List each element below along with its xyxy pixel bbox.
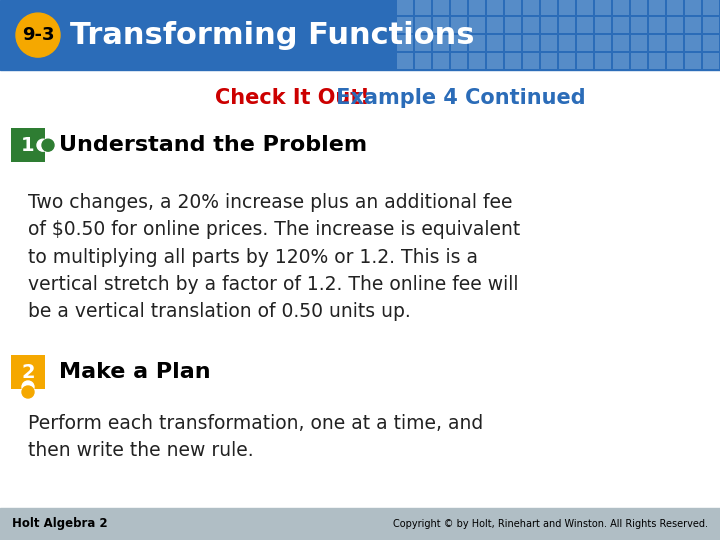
FancyBboxPatch shape bbox=[415, 0, 431, 15]
FancyBboxPatch shape bbox=[487, 53, 503, 69]
Circle shape bbox=[22, 381, 34, 393]
Text: Transforming Functions: Transforming Functions bbox=[70, 21, 474, 50]
FancyBboxPatch shape bbox=[613, 0, 629, 15]
FancyBboxPatch shape bbox=[469, 17, 485, 33]
FancyBboxPatch shape bbox=[703, 53, 719, 69]
FancyBboxPatch shape bbox=[595, 0, 611, 15]
FancyBboxPatch shape bbox=[595, 35, 611, 51]
FancyBboxPatch shape bbox=[433, 35, 449, 51]
FancyBboxPatch shape bbox=[451, 17, 467, 33]
FancyBboxPatch shape bbox=[505, 17, 521, 33]
FancyBboxPatch shape bbox=[523, 17, 539, 33]
FancyBboxPatch shape bbox=[703, 0, 719, 15]
FancyBboxPatch shape bbox=[559, 0, 575, 15]
Circle shape bbox=[37, 139, 49, 151]
FancyBboxPatch shape bbox=[505, 35, 521, 51]
Circle shape bbox=[42, 139, 54, 151]
FancyBboxPatch shape bbox=[667, 35, 683, 51]
FancyBboxPatch shape bbox=[703, 17, 719, 33]
Circle shape bbox=[22, 386, 34, 398]
FancyBboxPatch shape bbox=[415, 53, 431, 69]
FancyBboxPatch shape bbox=[433, 0, 449, 15]
FancyBboxPatch shape bbox=[559, 35, 575, 51]
FancyBboxPatch shape bbox=[685, 0, 701, 15]
Bar bbox=[0, 508, 720, 540]
FancyBboxPatch shape bbox=[415, 17, 431, 33]
FancyBboxPatch shape bbox=[541, 0, 557, 15]
FancyBboxPatch shape bbox=[703, 35, 719, 51]
FancyBboxPatch shape bbox=[469, 53, 485, 69]
Text: Two changes, a 20% increase plus an additional fee
of $0.50 for online prices. T: Two changes, a 20% increase plus an addi… bbox=[28, 193, 521, 321]
FancyBboxPatch shape bbox=[649, 17, 665, 33]
FancyBboxPatch shape bbox=[433, 17, 449, 33]
FancyBboxPatch shape bbox=[541, 53, 557, 69]
FancyBboxPatch shape bbox=[397, 35, 413, 51]
FancyBboxPatch shape bbox=[487, 35, 503, 51]
FancyBboxPatch shape bbox=[649, 35, 665, 51]
FancyBboxPatch shape bbox=[559, 17, 575, 33]
FancyBboxPatch shape bbox=[649, 0, 665, 15]
Circle shape bbox=[16, 13, 60, 57]
FancyBboxPatch shape bbox=[685, 17, 701, 33]
FancyBboxPatch shape bbox=[595, 17, 611, 33]
FancyBboxPatch shape bbox=[505, 0, 521, 15]
FancyBboxPatch shape bbox=[523, 35, 539, 51]
FancyBboxPatch shape bbox=[667, 0, 683, 15]
FancyBboxPatch shape bbox=[397, 0, 413, 15]
FancyBboxPatch shape bbox=[523, 53, 539, 69]
Text: Copyright © by Holt, Rinehart and Winston. All Rights Reserved.: Copyright © by Holt, Rinehart and Winsto… bbox=[393, 519, 708, 529]
FancyBboxPatch shape bbox=[451, 0, 467, 15]
FancyBboxPatch shape bbox=[577, 35, 593, 51]
Text: Check It Out!: Check It Out! bbox=[215, 88, 369, 108]
FancyBboxPatch shape bbox=[11, 128, 45, 162]
FancyBboxPatch shape bbox=[595, 53, 611, 69]
Text: 1: 1 bbox=[21, 136, 35, 154]
FancyBboxPatch shape bbox=[523, 0, 539, 15]
FancyBboxPatch shape bbox=[541, 35, 557, 51]
FancyBboxPatch shape bbox=[451, 53, 467, 69]
FancyBboxPatch shape bbox=[505, 53, 521, 69]
FancyBboxPatch shape bbox=[487, 17, 503, 33]
FancyBboxPatch shape bbox=[667, 53, 683, 69]
FancyBboxPatch shape bbox=[559, 53, 575, 69]
FancyBboxPatch shape bbox=[613, 53, 629, 69]
FancyBboxPatch shape bbox=[631, 0, 647, 15]
Text: Make a Plan: Make a Plan bbox=[59, 362, 211, 382]
Text: 2: 2 bbox=[21, 362, 35, 381]
FancyBboxPatch shape bbox=[667, 17, 683, 33]
FancyBboxPatch shape bbox=[631, 53, 647, 69]
Text: 9-3: 9-3 bbox=[22, 26, 54, 44]
FancyBboxPatch shape bbox=[397, 17, 413, 33]
FancyBboxPatch shape bbox=[685, 35, 701, 51]
FancyBboxPatch shape bbox=[541, 17, 557, 33]
FancyBboxPatch shape bbox=[631, 17, 647, 33]
FancyBboxPatch shape bbox=[649, 53, 665, 69]
FancyBboxPatch shape bbox=[469, 0, 485, 15]
FancyBboxPatch shape bbox=[11, 355, 45, 389]
FancyBboxPatch shape bbox=[487, 0, 503, 15]
FancyBboxPatch shape bbox=[577, 53, 593, 69]
FancyBboxPatch shape bbox=[613, 17, 629, 33]
Text: Example 4 Continued: Example 4 Continued bbox=[329, 88, 586, 108]
Bar bbox=[0, 0, 720, 70]
FancyBboxPatch shape bbox=[451, 35, 467, 51]
FancyBboxPatch shape bbox=[415, 35, 431, 51]
FancyBboxPatch shape bbox=[577, 0, 593, 15]
Text: Understand the Problem: Understand the Problem bbox=[59, 135, 367, 155]
Text: Perform each transformation, one at a time, and
then write the new rule.: Perform each transformation, one at a ti… bbox=[28, 414, 483, 460]
FancyBboxPatch shape bbox=[397, 53, 413, 69]
FancyBboxPatch shape bbox=[685, 53, 701, 69]
FancyBboxPatch shape bbox=[469, 35, 485, 51]
Text: Holt Algebra 2: Holt Algebra 2 bbox=[12, 517, 107, 530]
FancyBboxPatch shape bbox=[613, 35, 629, 51]
FancyBboxPatch shape bbox=[577, 17, 593, 33]
FancyBboxPatch shape bbox=[433, 53, 449, 69]
FancyBboxPatch shape bbox=[631, 35, 647, 51]
